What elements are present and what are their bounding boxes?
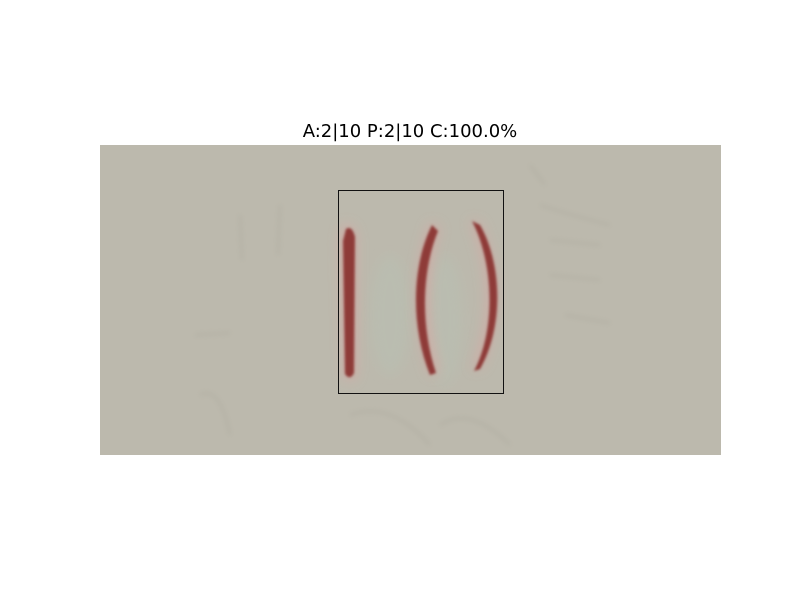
stroke-halo-green <box>370 255 463 385</box>
handwriting-image <box>100 145 721 455</box>
faint-background-marks <box>194 164 611 447</box>
stroke-one <box>343 228 355 378</box>
bounding-box <box>338 190 504 394</box>
image-panel <box>100 145 721 455</box>
handwritten-strokes <box>343 221 498 378</box>
stroke-close-paren <box>472 221 498 371</box>
paper-background <box>100 145 721 455</box>
stroke-open-paren <box>415 225 438 375</box>
figure-title: A:2|10 P:2|10 C:100.0% <box>302 121 518 142</box>
